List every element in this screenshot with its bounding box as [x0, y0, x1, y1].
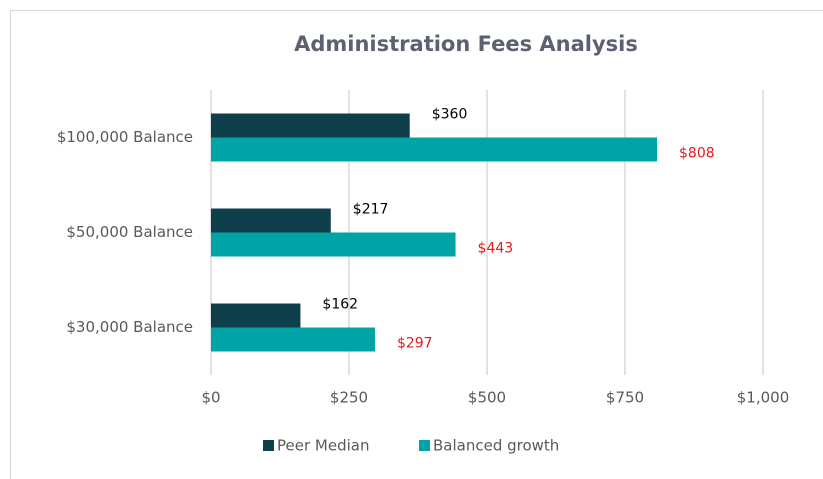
- data-label: $217: [353, 202, 389, 218]
- y-tick-label: $30,000 Balance: [66, 318, 193, 336]
- bar: [211, 303, 301, 328]
- bar: [211, 137, 658, 162]
- x-tick-label: $1,000: [737, 389, 790, 407]
- legend-label: Peer Median: [277, 437, 369, 455]
- x-tick-label: $750: [606, 389, 644, 407]
- legend-swatch: [263, 440, 274, 451]
- bar: [211, 113, 410, 138]
- bar: [211, 232, 456, 257]
- y-tick-label: $50,000 Balance: [66, 223, 193, 241]
- x-tick-label: $500: [468, 389, 506, 407]
- data-label: $360: [432, 107, 468, 123]
- data-label: $443: [478, 241, 514, 257]
- data-label: $162: [322, 297, 358, 313]
- y-tick-label: $100,000 Balance: [57, 128, 193, 146]
- x-tick-label: $0: [201, 389, 220, 407]
- data-label: $297: [397, 336, 433, 352]
- chart-title: Administration Fees Analysis: [294, 32, 638, 56]
- bar: [211, 208, 331, 233]
- data-label: $808: [679, 146, 715, 162]
- legend-swatch: [419, 440, 430, 451]
- x-tick-label: $250: [330, 389, 368, 407]
- bar: [211, 327, 375, 352]
- legend-label: Balanced growth: [433, 437, 559, 455]
